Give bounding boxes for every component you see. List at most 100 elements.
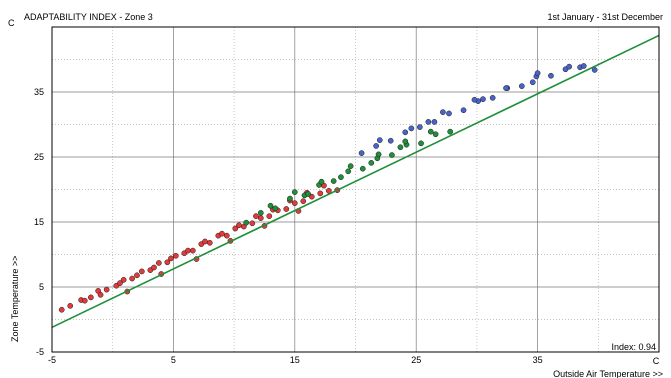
scatter-point-warm — [358, 150, 365, 156]
scatter-point-warm — [529, 79, 536, 86]
scatter-point-cold — [232, 225, 239, 232]
y-tick-label: -5 — [36, 347, 44, 357]
scatter-point-cold — [151, 264, 157, 271]
scatter-point-mid — [418, 140, 424, 147]
scatter-point-mid — [243, 219, 250, 226]
scatter-point-warm — [534, 70, 541, 77]
scatter-point-cold — [206, 239, 213, 246]
x-axis-label: Outside Air Temperature >> — [553, 369, 663, 378]
scatter-point-warm — [566, 63, 573, 70]
scatter-point-mid — [267, 202, 274, 209]
scatter-point-mid — [427, 128, 434, 135]
scatter-point-warm — [431, 119, 438, 125]
scatter-point-warm — [425, 119, 432, 125]
scatter-point-cold — [103, 286, 110, 293]
scatter-point-warm — [416, 124, 423, 130]
scatter-point-cold — [87, 294, 94, 301]
scatter-point-cold — [58, 306, 65, 313]
scatter-point-cold — [189, 247, 196, 254]
scatter-point-warm — [376, 137, 383, 143]
scatter-point-mid — [375, 151, 382, 158]
scatter-point-cold — [155, 260, 162, 266]
scatter-point-cold — [223, 232, 230, 239]
chart-period: 1st January - 31st December — [547, 12, 663, 22]
scatter-point-mid — [359, 165, 366, 172]
scatter-point-warm — [489, 95, 496, 101]
x-unit-label: C — [653, 356, 660, 366]
x-tick-label: 15 — [290, 355, 300, 365]
scatter-point-mid — [287, 195, 293, 202]
scatter-point-warm — [548, 72, 554, 79]
scatter-point-cold — [236, 222, 242, 229]
scatter-point-mid — [318, 178, 325, 185]
y-tick-label: 5 — [39, 282, 44, 292]
y-tick-label: 25 — [34, 152, 44, 162]
scatter-point-mid — [345, 168, 352, 175]
plot-frame — [51, 26, 660, 353]
scatter-point-mid — [338, 174, 344, 180]
scatter-point-cold — [168, 255, 174, 262]
scatter-point-warm — [373, 143, 379, 149]
scatter-point-cold — [219, 230, 225, 237]
scatter-point-cold — [291, 200, 298, 206]
y-unit-label: C — [8, 18, 15, 28]
scatter-point-mid — [257, 210, 264, 216]
scatter-points — [58, 63, 598, 313]
scatter-point-mid — [432, 131, 439, 138]
scatter-point-mid — [389, 152, 395, 158]
scatter-point-mid — [402, 138, 409, 145]
scatter-point-cold — [249, 220, 256, 227]
scatter-point-cold — [317, 190, 324, 197]
scatter-point-cold — [202, 238, 208, 245]
index-label: Index: 0.94 — [611, 342, 656, 352]
y-tick-label: 35 — [34, 87, 44, 97]
scatter-point-mid — [291, 189, 298, 195]
scatter-point-cold — [257, 215, 264, 221]
scatter-point-warm — [518, 83, 525, 90]
scatter-point-warm — [480, 96, 486, 103]
scatter-point-warm — [503, 85, 509, 91]
x-tick-label: 25 — [411, 355, 421, 365]
scatter-point-cold — [134, 272, 140, 279]
scatter-point-mid — [272, 205, 279, 212]
scatter-point-warm — [471, 96, 478, 103]
scatter-point-warm — [460, 107, 467, 114]
scatter-point-mid — [368, 160, 375, 166]
scatter-point-cold — [172, 252, 179, 259]
scatter-point-cold — [117, 280, 123, 286]
x-tick-label: 5 — [171, 355, 176, 365]
scatter-point-cold — [185, 247, 191, 254]
grid-lines — [52, 27, 659, 352]
scatter-point-cold — [300, 198, 307, 205]
scatter-point-warm — [591, 67, 598, 73]
chart-title: ADAPTABILITY INDEX - Zone 3 — [24, 12, 153, 22]
scatter-point-cold — [67, 303, 74, 309]
scatter-point-warm — [402, 129, 409, 136]
scatter-point-cold — [81, 297, 88, 304]
scatter-point-warm — [440, 109, 446, 116]
scatter-point-cold — [138, 268, 145, 275]
scatter-point-mid — [447, 128, 454, 135]
scatter-point-cold — [253, 213, 259, 219]
y-axis-label: Zone Temperature >> — [10, 256, 20, 342]
scatter-point-mid — [347, 163, 354, 169]
scatter-point-warm — [387, 137, 394, 144]
scatter-point-mid — [305, 191, 312, 197]
axis-ticks: -5 5 15 25 35 -5 5 15 25 35 — [34, 87, 543, 365]
scatter-point-cold — [120, 277, 127, 283]
scatter-point-warm — [446, 110, 452, 117]
x-tick-label: -5 — [48, 355, 56, 365]
scatter-point-warm — [408, 125, 415, 132]
regression-line — [51, 34, 660, 329]
scatter-point-cold — [283, 206, 290, 212]
y-tick-label: 15 — [34, 217, 44, 227]
scatter-point-mid — [397, 144, 404, 151]
scatter-point-cold — [266, 213, 273, 219]
scatter-point-cold — [164, 259, 171, 266]
scatter-point-cold — [129, 275, 135, 282]
x-tick-label: 35 — [533, 355, 543, 365]
scatter-point-mid — [330, 178, 337, 184]
scatter-point-warm — [580, 63, 587, 69]
scatter-point-cold — [97, 291, 104, 298]
